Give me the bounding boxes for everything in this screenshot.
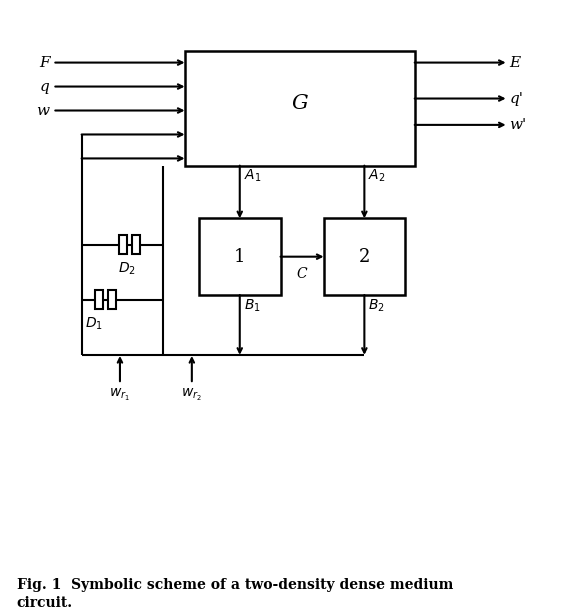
Text: circuit.: circuit. <box>17 596 73 610</box>
Text: q: q <box>40 80 49 94</box>
Bar <box>132 235 140 254</box>
Text: q': q' <box>509 91 523 105</box>
Text: w: w <box>36 104 49 118</box>
Text: $A_2$: $A_2$ <box>368 168 385 185</box>
Bar <box>199 218 280 295</box>
Bar <box>95 290 103 310</box>
Text: 1: 1 <box>234 248 246 265</box>
Text: G: G <box>291 94 308 113</box>
Text: $B_2$: $B_2$ <box>368 297 385 314</box>
Text: $D_1$: $D_1$ <box>85 316 103 332</box>
Bar <box>108 290 116 310</box>
Text: F: F <box>39 56 49 70</box>
Text: C: C <box>297 267 307 281</box>
Text: w': w' <box>509 118 527 132</box>
Bar <box>324 218 405 295</box>
Text: E: E <box>509 56 521 70</box>
Text: $D_2$: $D_2$ <box>118 261 136 277</box>
Text: $w_{r_2}$: $w_{r_2}$ <box>181 387 203 403</box>
Bar <box>185 51 415 166</box>
Text: 2: 2 <box>358 248 370 265</box>
Bar <box>119 235 127 254</box>
Text: Fig. 1  Symbolic scheme of a two-density dense medium: Fig. 1 Symbolic scheme of a two-density … <box>17 577 453 592</box>
Text: $w_{r_1}$: $w_{r_1}$ <box>109 387 130 403</box>
Text: $A_1$: $A_1$ <box>243 168 261 185</box>
Text: $B_1$: $B_1$ <box>243 297 260 314</box>
